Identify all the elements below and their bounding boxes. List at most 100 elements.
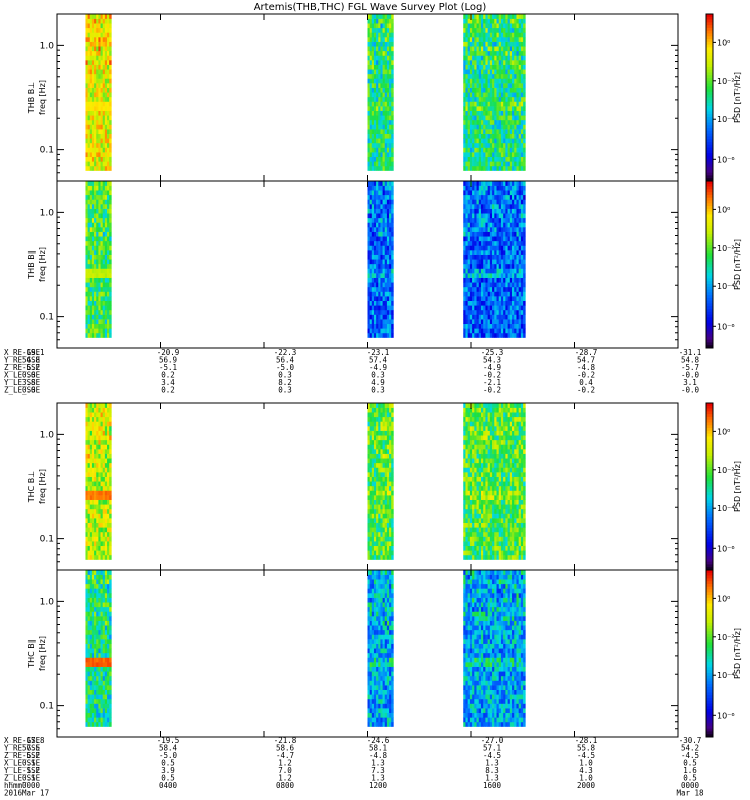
psd-cell	[109, 204, 112, 209]
psd-cell	[507, 37, 511, 42]
psd-cell	[102, 545, 106, 551]
psd-cell	[487, 282, 491, 288]
psd-cell	[478, 227, 482, 232]
psd-cell	[496, 133, 500, 139]
psd-cell	[523, 204, 526, 209]
psd-cell	[478, 309, 482, 315]
psd-cell	[391, 286, 394, 292]
psd-cell	[485, 467, 488, 473]
psd-cell	[378, 254, 381, 260]
psd-cell	[380, 421, 383, 427]
psd-cell	[520, 250, 524, 255]
psd-cell	[516, 27, 519, 33]
psd-cell	[384, 41, 388, 47]
psd-cell	[104, 101, 108, 107]
psd-cell	[102, 69, 106, 75]
psd-cell	[378, 323, 381, 329]
psd-cell	[367, 554, 370, 560]
psd-cell	[478, 231, 482, 237]
y-axis-unit-label: freq [Hz]	[38, 80, 47, 115]
psd-cell	[369, 14, 373, 19]
psd-cell	[373, 106, 377, 111]
psd-cell	[100, 208, 104, 214]
psd-cell	[520, 240, 524, 246]
psd-cell	[89, 286, 93, 292]
psd-cell	[480, 550, 484, 556]
psd-cell	[380, 472, 383, 477]
psd-cell	[485, 268, 488, 274]
psd-cell	[378, 550, 381, 556]
psd-cell	[474, 485, 477, 491]
psd-cell	[104, 309, 108, 315]
psd-cell	[89, 245, 93, 251]
colorbar-segment	[706, 261, 713, 265]
psd-cell	[87, 73, 91, 79]
psd-cell	[378, 403, 381, 408]
psd-cell	[516, 156, 519, 162]
psd-cell	[494, 208, 497, 214]
psd-cell	[373, 504, 377, 510]
psd-cell	[391, 96, 394, 102]
psd-cell	[100, 231, 104, 237]
psd-cell	[469, 50, 473, 56]
psd-cell	[373, 165, 377, 171]
psd-cell	[386, 462, 390, 468]
psd-cell	[480, 319, 484, 325]
psd-cell	[487, 499, 491, 505]
psd-cell	[512, 199, 515, 205]
psd-cell	[380, 152, 383, 158]
psd-cell	[520, 119, 524, 125]
psd-cell	[100, 522, 104, 528]
psd-cell	[389, 46, 392, 52]
psd-cell	[376, 291, 379, 297]
psd-cell	[503, 50, 506, 56]
psd-cell	[391, 328, 394, 334]
psd-cell	[391, 83, 394, 88]
psd-cell	[483, 194, 486, 200]
psd-cell	[380, 204, 383, 209]
psd-cell	[371, 508, 375, 514]
psd-cell	[523, 96, 526, 102]
psd-cell	[507, 259, 511, 265]
psd-cell	[386, 305, 390, 311]
psd-cell	[463, 323, 466, 329]
psd-cell	[384, 64, 388, 70]
psd-cell	[487, 554, 491, 560]
psd-cell	[514, 185, 517, 191]
psd-cell	[369, 161, 373, 167]
psd-cell	[500, 55, 504, 61]
psd-cell	[478, 467, 482, 473]
psd-cell	[478, 18, 482, 24]
psd-cell	[492, 181, 495, 186]
colorbar-segment	[706, 119, 713, 123]
psd-cell	[465, 92, 468, 98]
psd-cell	[478, 138, 482, 144]
psd-cell	[87, 124, 91, 130]
psd-cell	[487, 305, 491, 311]
psd-cell	[509, 23, 513, 29]
psd-cell	[485, 508, 488, 514]
psd-cell	[483, 161, 486, 167]
psd-cell	[367, 481, 370, 487]
psd-cell	[480, 407, 484, 413]
psd-cell	[518, 78, 522, 84]
psd-cell	[472, 217, 475, 223]
psd-cell	[389, 328, 392, 334]
psd-cell	[469, 328, 473, 334]
psd-cell	[371, 309, 375, 315]
psd-cell	[107, 545, 110, 551]
psd-cell	[91, 462, 95, 468]
psd-cell	[467, 286, 471, 292]
psd-cell	[487, 513, 491, 519]
psd-cell	[96, 106, 99, 111]
psd-cell	[109, 64, 112, 70]
psd-cell	[104, 296, 108, 301]
psd-cell	[102, 152, 106, 158]
psd-cell	[371, 64, 375, 70]
psd-cell	[492, 259, 495, 265]
psd-cell	[94, 142, 97, 148]
psd-cell	[102, 541, 106, 547]
psd-cell	[469, 522, 473, 528]
psd-cell	[89, 444, 93, 450]
psd-cell	[503, 263, 506, 269]
